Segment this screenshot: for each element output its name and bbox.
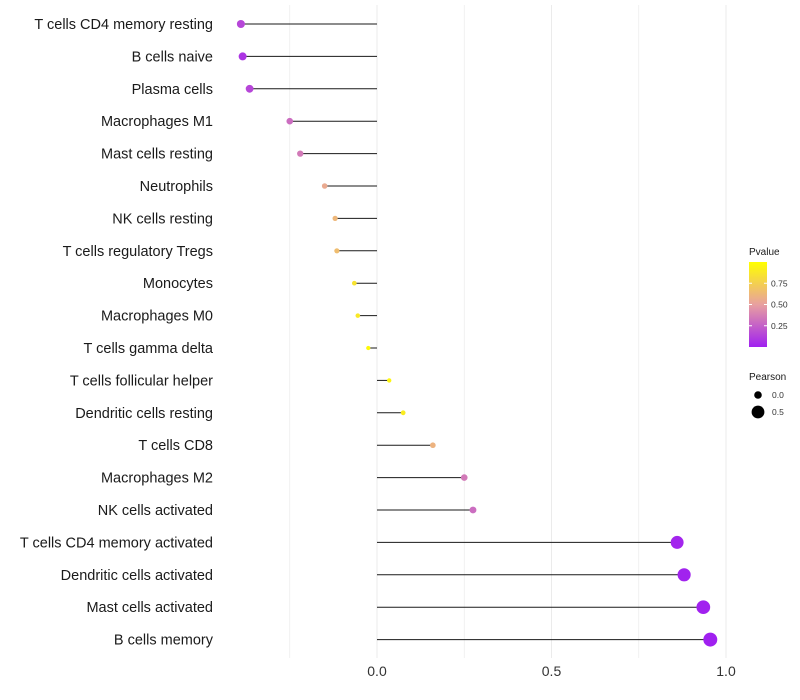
lollipop-point <box>236 19 245 29</box>
colorbar-tick-label: 0.50 <box>771 300 788 310</box>
category-label: Mast cells resting <box>101 147 213 163</box>
colorbar-tick-label: 0.75 <box>771 278 788 288</box>
category-label: T cells gamma delta <box>84 341 214 357</box>
size-key-dot <box>754 391 762 399</box>
lollipop-point <box>297 150 304 157</box>
x-tick-label: 0.0 <box>367 663 387 679</box>
lollipop-point <box>430 442 436 449</box>
pearson-legend-title: Pearson <box>749 372 786 383</box>
category-label: Dendritic cells activated <box>61 568 213 584</box>
category-label: B cells naive <box>132 49 213 65</box>
lollipop-point <box>355 313 361 318</box>
category-label: Plasma cells <box>132 82 213 98</box>
stems <box>240 23 711 641</box>
lollipop-point <box>703 632 718 647</box>
legend: Pvalue 0.25 0.50 0.75 Pearson 0.0 0.5 <box>749 247 788 419</box>
lollipop-point <box>238 52 247 61</box>
category-label: Dendritic cells resting <box>75 406 213 422</box>
lollipop-point <box>245 84 254 93</box>
grid <box>289 5 727 658</box>
points <box>236 19 718 647</box>
category-label: T cells regulatory Tregs <box>63 244 213 260</box>
size-key-label: 0.0 <box>772 390 784 400</box>
category-label: T cells CD4 memory resting <box>34 17 213 33</box>
x-axis-labels: 0.0 0.5 1.0 <box>367 663 736 679</box>
category-label: NK cells resting <box>112 211 213 227</box>
lollipop-point <box>321 183 328 189</box>
lollipop-point <box>400 410 406 416</box>
size-key-label: 0.5 <box>772 407 784 417</box>
lollipop-point <box>696 600 711 615</box>
size-key-dot <box>751 405 765 419</box>
category-label: T cells CD8 <box>138 438 213 454</box>
lollipop-point <box>286 117 294 125</box>
lollipop-point <box>469 506 477 514</box>
pearson-legend-keys: 0.0 0.5 <box>751 390 784 419</box>
category-label: Mast cells activated <box>86 600 213 616</box>
category-label: NK cells activated <box>98 503 213 519</box>
y-axis-labels: T cells CD4 memory resting B cells naive P… <box>20 17 214 649</box>
pvalue-colorbar <box>749 262 767 347</box>
lollipop-point <box>460 474 468 481</box>
colorbar-tick-label: 0.25 <box>771 321 788 331</box>
category-label: B cells memory <box>114 633 214 649</box>
pvalue-legend-ticks: 0.25 0.50 0.75 <box>749 278 788 331</box>
category-label: Neutrophils <box>140 179 213 195</box>
lollipop-point <box>670 535 684 549</box>
category-label: Macrophages M2 <box>101 471 213 487</box>
lollipop-point <box>334 248 340 254</box>
lollipop-point <box>366 345 371 351</box>
x-tick-label: 0.5 <box>542 663 562 679</box>
category-label: Macrophages M1 <box>101 114 213 130</box>
category-label: Macrophages M0 <box>101 309 213 325</box>
x-tick-label: 1.0 <box>716 663 736 679</box>
lollipop-point <box>677 568 691 582</box>
lollipop-point <box>332 215 338 222</box>
category-label: T cells follicular helper <box>70 373 213 389</box>
lollipop-point <box>387 378 392 383</box>
pvalue-legend-title: Pvalue <box>749 247 780 258</box>
category-label: Monocytes <box>143 276 213 292</box>
lollipop-point <box>351 280 357 286</box>
category-label: T cells CD4 memory activated <box>20 535 213 551</box>
